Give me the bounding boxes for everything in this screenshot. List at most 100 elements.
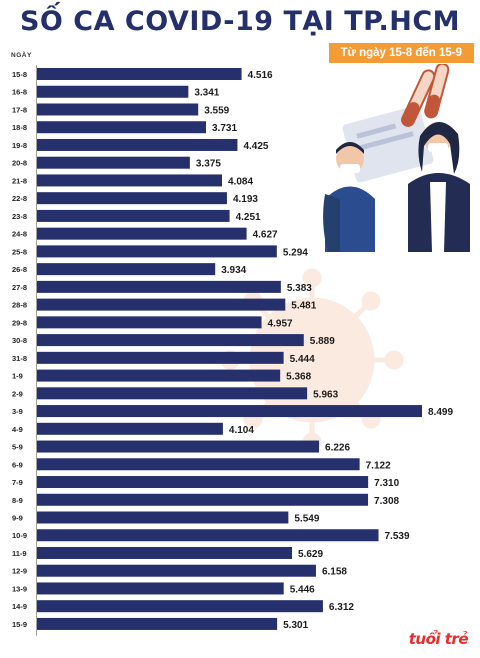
bar-value-label: 3.934 bbox=[221, 265, 246, 276]
category-tick-label: 10-9 bbox=[12, 531, 27, 540]
category-tick-label: 30-8 bbox=[12, 336, 27, 345]
bar-value-label: 4.425 bbox=[243, 141, 268, 152]
category-tick-label: 3-9 bbox=[12, 407, 23, 416]
bar-3-9 bbox=[37, 405, 422, 418]
bar-value-label: 7.310 bbox=[374, 478, 399, 489]
tuoi-tre-logo: tuổi trẻ bbox=[408, 630, 469, 648]
bar-23-8 bbox=[37, 209, 230, 222]
category-tick-label: 2-9 bbox=[12, 389, 23, 398]
category-tick-label: 27-8 bbox=[12, 283, 27, 292]
bar-16-8 bbox=[37, 85, 189, 98]
category-tick-label: 11-9 bbox=[12, 549, 27, 558]
bar-value-label: 5.383 bbox=[287, 283, 312, 294]
logo-text: tuổi trẻ bbox=[408, 630, 469, 648]
bar-value-label: 4.084 bbox=[228, 176, 253, 187]
bar-19-8 bbox=[37, 138, 238, 151]
category-tick-label: 23-8 bbox=[12, 212, 27, 221]
bar-value-label: 5.549 bbox=[294, 514, 319, 525]
category-tick-label: 28-8 bbox=[12, 301, 27, 310]
bar-24-8 bbox=[37, 227, 247, 240]
bar-value-label: 4.627 bbox=[253, 230, 278, 241]
bar-5-9 bbox=[37, 440, 320, 453]
category-tick-label: 17-8 bbox=[12, 105, 27, 114]
category-tick-label: 13-9 bbox=[12, 584, 27, 593]
bar-value-label: 4.104 bbox=[229, 425, 254, 436]
category-tick-label: 20-8 bbox=[12, 159, 27, 168]
bar-value-label: 5.629 bbox=[298, 549, 323, 560]
bar-7-9 bbox=[37, 476, 369, 489]
bar-value-label: 3.375 bbox=[196, 159, 221, 170]
category-tick-label: 6-9 bbox=[12, 460, 23, 469]
bar-22-8 bbox=[37, 192, 227, 205]
people-with-masks-illustration bbox=[323, 64, 470, 252]
category-tick-label: 8-9 bbox=[12, 496, 23, 505]
bar-18-8 bbox=[37, 121, 207, 134]
bar-value-label: 5.481 bbox=[291, 301, 316, 312]
bar-12-9 bbox=[37, 564, 316, 577]
category-tick-label: 9-9 bbox=[12, 514, 23, 523]
bar-6-9 bbox=[37, 458, 360, 471]
bar-15-9 bbox=[37, 617, 278, 630]
bar-17-8 bbox=[37, 103, 199, 116]
bar-value-label: 5.963 bbox=[313, 389, 338, 400]
bar-value-label: 6.312 bbox=[329, 602, 354, 613]
bar-value-label: 7.308 bbox=[374, 496, 399, 507]
bar-25-8 bbox=[37, 245, 277, 258]
bar-value-label: 5.294 bbox=[283, 247, 308, 258]
category-tick-label: 1-9 bbox=[12, 372, 23, 381]
category-tick-label: 7-9 bbox=[12, 478, 23, 487]
bar-11-9 bbox=[37, 546, 292, 559]
category-tick-label: 19-8 bbox=[12, 141, 27, 150]
page-title: SỐ CA COVID-19 TẠI TP.HCM bbox=[19, 6, 461, 37]
bar-value-label: 7.122 bbox=[366, 460, 391, 471]
bar-26-8 bbox=[37, 263, 216, 276]
bar-13-9 bbox=[37, 582, 284, 595]
bar-value-label: 5.301 bbox=[283, 620, 308, 631]
bar-21-8 bbox=[37, 174, 223, 187]
category-tick-label: 22-8 bbox=[12, 194, 27, 203]
bar-value-label: 4.193 bbox=[233, 194, 258, 205]
category-tick-label: 12-9 bbox=[12, 567, 27, 576]
bar-value-label: 8.499 bbox=[428, 407, 453, 418]
bar-value-label: 5.446 bbox=[290, 584, 315, 595]
category-tick-label: 4-9 bbox=[12, 425, 23, 434]
bar-value-label: 4.516 bbox=[248, 70, 273, 81]
category-tick-label: 18-8 bbox=[12, 123, 27, 132]
bar-29-8 bbox=[37, 316, 262, 329]
category-tick-label: 24-8 bbox=[12, 230, 27, 239]
bar-28-8 bbox=[37, 298, 286, 311]
category-tick-label: 15-9 bbox=[12, 620, 27, 629]
bar-27-8 bbox=[37, 280, 281, 293]
category-tick-label: 25-8 bbox=[12, 247, 27, 256]
bar-10-9 bbox=[37, 529, 379, 542]
bar-value-label: 6.226 bbox=[325, 443, 350, 454]
bar-value-label: 4.957 bbox=[268, 318, 293, 329]
category-tick-label: 21-8 bbox=[12, 176, 27, 185]
category-tick-label: 26-8 bbox=[12, 265, 27, 274]
category-tick-label: 15-8 bbox=[12, 70, 27, 79]
bar-value-label: 5.444 bbox=[290, 354, 315, 365]
category-tick-label: 14-9 bbox=[12, 602, 27, 611]
bar-31-8 bbox=[37, 351, 284, 364]
bar-value-label: 7.539 bbox=[385, 531, 410, 542]
category-tick-label: 5-9 bbox=[12, 443, 23, 452]
bar-14-9 bbox=[37, 600, 323, 613]
bar-value-label: 5.889 bbox=[310, 336, 335, 347]
bar-8-9 bbox=[37, 493, 369, 506]
bar-20-8 bbox=[37, 156, 190, 169]
bar-value-label: 6.158 bbox=[322, 567, 347, 578]
bar-value-label: 5.368 bbox=[286, 372, 311, 383]
bar-4-9 bbox=[37, 422, 223, 435]
category-tick-label: 31-8 bbox=[12, 354, 27, 363]
bar-value-label: 3.731 bbox=[212, 123, 237, 134]
bar-9-9 bbox=[37, 511, 289, 524]
bar-15-8 bbox=[37, 68, 242, 80]
category-tick-label: 29-8 bbox=[12, 318, 27, 327]
bar-2-9 bbox=[37, 387, 308, 400]
category-tick-label: 16-8 bbox=[12, 88, 27, 97]
bar-value-label: 3.341 bbox=[194, 88, 219, 99]
bar-30-8 bbox=[37, 334, 304, 347]
category-axis-caption: NGÀY bbox=[11, 52, 32, 59]
date-range-badge: Từ ngày 15-8 đến 15-9 bbox=[328, 43, 474, 63]
